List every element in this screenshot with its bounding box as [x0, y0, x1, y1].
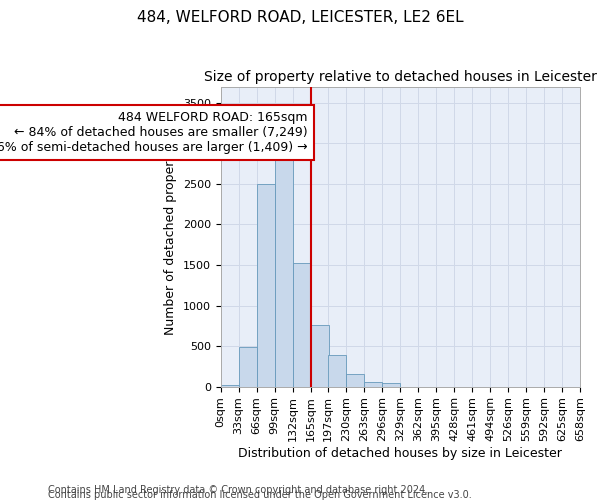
Bar — [257, 184, 275, 386]
Bar — [346, 374, 364, 386]
Title: Size of property relative to detached houses in Leicester: Size of property relative to detached ho… — [204, 70, 597, 84]
Bar — [311, 325, 329, 386]
Y-axis label: Number of detached properties: Number of detached properties — [164, 138, 177, 335]
Bar — [382, 384, 400, 386]
X-axis label: Distribution of detached houses by size in Leicester: Distribution of detached houses by size … — [238, 447, 562, 460]
Text: Contains HM Land Registry data © Crown copyright and database right 2024.: Contains HM Land Registry data © Crown c… — [48, 485, 428, 495]
Bar — [293, 264, 311, 386]
Bar — [275, 158, 293, 386]
Bar — [364, 382, 382, 386]
Bar — [239, 347, 257, 387]
Text: 484, WELFORD ROAD, LEICESTER, LE2 6EL: 484, WELFORD ROAD, LEICESTER, LE2 6EL — [137, 10, 463, 25]
Text: 484 WELFORD ROAD: 165sqm
← 84% of detached houses are smaller (7,249)
16% of sem: 484 WELFORD ROAD: 165sqm ← 84% of detach… — [0, 111, 308, 154]
Text: Contains public sector information licensed under the Open Government Licence v3: Contains public sector information licen… — [48, 490, 472, 500]
Bar — [221, 385, 239, 386]
Bar — [328, 355, 346, 386]
